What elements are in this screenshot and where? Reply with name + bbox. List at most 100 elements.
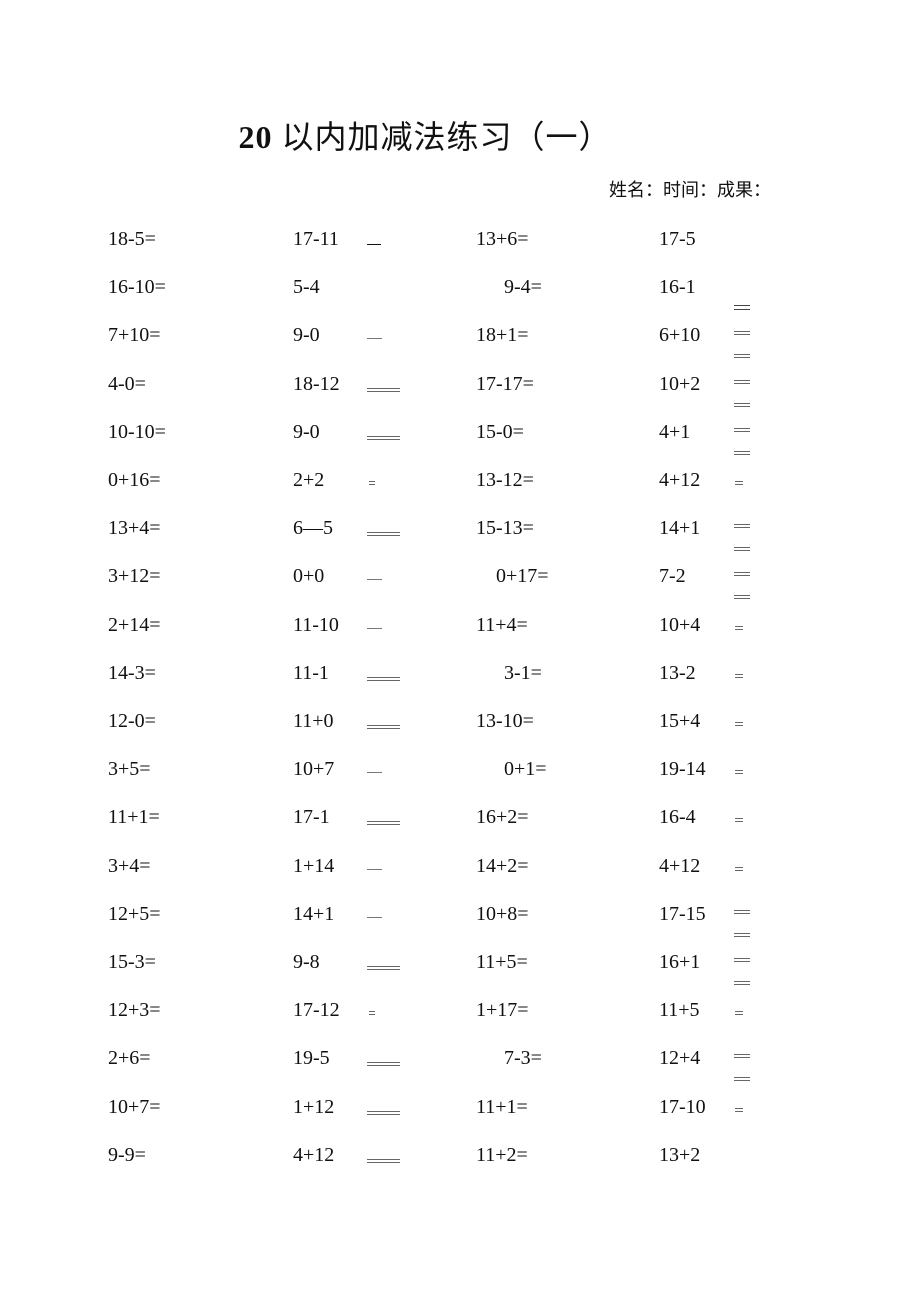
answer-line: [735, 770, 743, 772]
exercise-item: 4+12: [659, 854, 701, 877]
exercise-item: 11+5: [659, 999, 700, 1022]
answer-line: [735, 821, 743, 823]
answer-line: [735, 773, 743, 775]
answer-line: [734, 524, 750, 526]
exercise-item: 9-0: [293, 420, 320, 443]
answer-line: [735, 818, 743, 820]
name-time-score-line: 姓名：时间：成果：: [609, 180, 771, 200]
answer-line: [367, 1161, 400, 1163]
answer-line: [734, 430, 750, 432]
answer-line: [367, 772, 382, 774]
exercise-item: 7-2: [659, 565, 686, 588]
exercise-item: 15+4: [659, 710, 701, 732]
answer-line: [735, 676, 743, 678]
exercise-item: 13-12=: [476, 469, 534, 491]
answer-line: [735, 628, 743, 630]
exercise-item: 17-10: [659, 1095, 706, 1118]
exercise-item: 11+1=: [108, 806, 160, 829]
answer-line: [734, 598, 750, 600]
answer-line: [367, 916, 382, 918]
answer-line: [734, 402, 750, 404]
exercise-item: 11+0: [293, 710, 334, 732]
exercise-item: 11-1: [293, 661, 329, 684]
exercise-item: 14+2=: [476, 854, 529, 877]
exercise-item: 17-17=: [476, 372, 534, 395]
answer-line: [735, 481, 743, 482]
answer-line: [734, 981, 750, 982]
answer-line: [367, 338, 382, 340]
exercise-item: 16+1: [659, 951, 701, 973]
answer-line: [734, 1077, 750, 1079]
exercise-item: 10+8=: [476, 902, 529, 925]
answer-line: [734, 405, 750, 407]
answer-line: [734, 958, 750, 959]
answer-line: [735, 1011, 743, 1013]
exercise-item: 1+14: [293, 854, 335, 877]
answer-line: [734, 550, 750, 552]
answer-line: [367, 821, 400, 823]
exercise-item: 17-5: [659, 228, 696, 250]
answer-line: [734, 309, 750, 311]
answer-line: [734, 1054, 750, 1056]
exercise-item: 19-5: [293, 1047, 330, 1070]
answer-line: [367, 728, 400, 729]
exercise-item: 2+14=: [108, 613, 161, 636]
title-text: 以内加减法练习（一）: [281, 119, 612, 155]
exercise-item: 17-15: [659, 902, 706, 925]
exercise-item: 16-4: [659, 806, 696, 829]
exercise-item: 3-1=: [504, 661, 542, 684]
exercise-item: 4+12: [659, 469, 701, 491]
answer-line: [735, 1110, 743, 1112]
answer-line: [735, 866, 743, 868]
answer-line: [367, 579, 382, 581]
exercise-item: 14-3=: [108, 661, 156, 684]
answer-line: [734, 527, 750, 529]
answer-line: [367, 532, 400, 534]
answer-line: [734, 1057, 750, 1059]
answer-line: [367, 244, 381, 245]
exercise-item: 1+17=: [476, 999, 529, 1022]
exercise-item: 16-1: [659, 276, 696, 299]
answer-line: [734, 453, 750, 455]
exercise-item: 18-12: [293, 372, 340, 395]
answer-line: [734, 909, 750, 911]
answer-line: [367, 387, 400, 389]
exercise-item: 0+1=: [504, 758, 547, 781]
exercise-item: 14+1: [659, 517, 701, 540]
title-number: 20: [238, 119, 273, 155]
exercise-item: 0+16=: [108, 469, 161, 491]
exercise-item: 2+2: [293, 469, 325, 491]
exercise-item: 17-12: [293, 999, 340, 1022]
exercise-item: 11+2=: [476, 1143, 528, 1166]
answer-line: [369, 1011, 375, 1013]
exercise-item: 18+1=: [476, 324, 529, 347]
exercise-item: 4+12: [293, 1143, 335, 1166]
answer-line: [367, 1110, 400, 1112]
answer-line: [735, 484, 743, 485]
exercise-item: 15-13=: [476, 517, 534, 540]
answer-line: [369, 484, 375, 485]
answer-line: [734, 331, 750, 333]
exercise-item: 16+2=: [476, 806, 529, 829]
exercise-item: 13-2: [659, 661, 696, 684]
exercise-item: 0+0: [293, 565, 325, 588]
answer-line: [734, 382, 750, 384]
answer-line: [369, 1014, 375, 1016]
exercise-item: 11+1=: [476, 1095, 528, 1118]
answer-line: [367, 966, 400, 967]
answer-line: [367, 1062, 400, 1064]
exercise-item: 12+4: [659, 1047, 701, 1070]
answer-line: [734, 932, 750, 934]
answer-line: [734, 1080, 750, 1082]
answer-line: [367, 1113, 400, 1115]
answer-line: [367, 535, 400, 537]
answer-line: [734, 984, 750, 985]
exercise-item: 5-4: [293, 276, 320, 299]
exercise-item: 2+6=: [108, 1047, 151, 1070]
exercise-item: 7+10=: [108, 324, 161, 347]
answer-line: [735, 722, 743, 723]
answer-line: [735, 625, 743, 627]
exercise-item: 13-10=: [476, 710, 534, 732]
answer-line: [734, 547, 750, 549]
exercise-item: 9-9=: [108, 1143, 146, 1166]
